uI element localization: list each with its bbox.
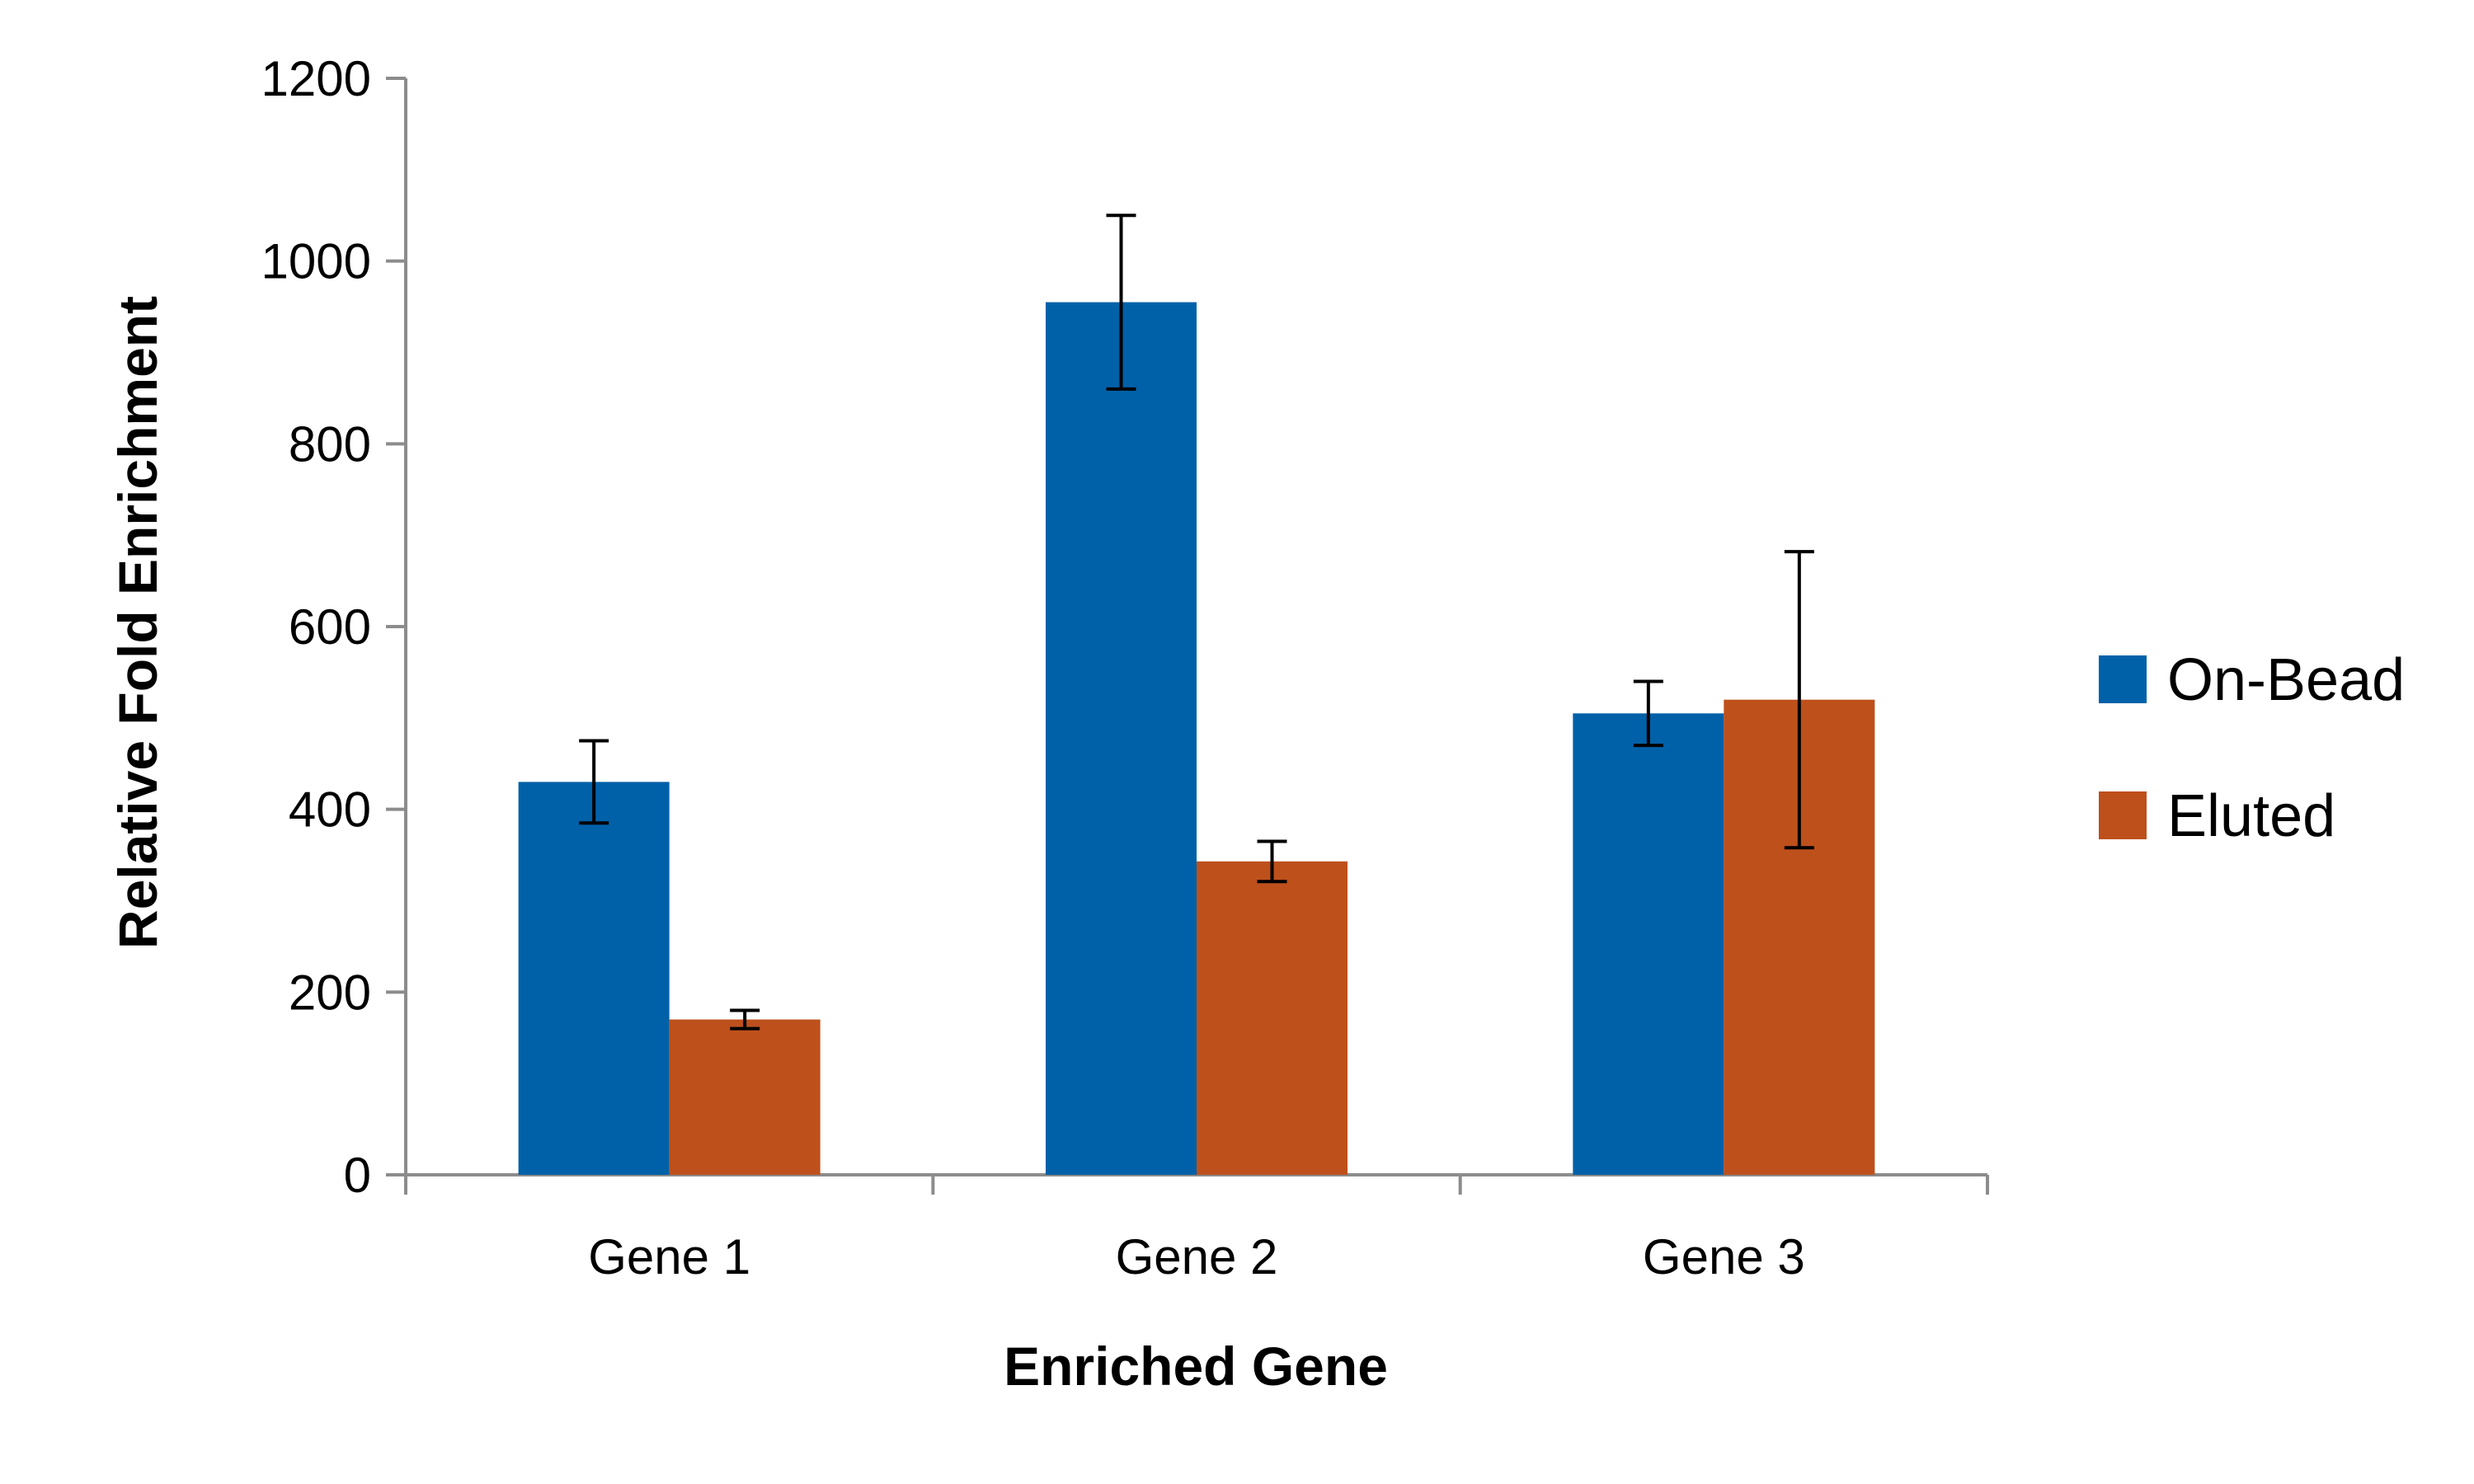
y-tick-label: 400 [289,782,371,838]
error-bars [579,214,1814,1031]
y-tick-label: 800 [289,416,371,472]
bar [1046,302,1197,1176]
legend-label: Eluted [2167,783,2335,849]
x-tick-label: Gene 1 [588,1229,750,1284]
x-axis: Gene 1 Gene 2 Gene 3 [404,1173,1989,1284]
bar [1197,861,1348,1175]
legend-swatch [2099,791,2147,839]
x-tick-label: Gene 2 [1116,1229,1278,1284]
y-tick-label: 1000 [261,234,371,289]
y-tick-label: 1200 [261,51,371,106]
y-tick-label: 600 [289,599,371,655]
legend-swatch [2099,655,2147,703]
y-tick-label: 0 [344,1148,371,1203]
y-axis-title: Relative Fold Enrichment [107,296,168,949]
legend: On-Bead Eluted [2099,647,2405,849]
x-axis-title: Enriched Gene [1004,1336,1388,1397]
bar [518,782,670,1175]
y-tick-label: 200 [289,965,371,1020]
bars [518,302,1875,1176]
x-tick-label: Gene 3 [1643,1229,1805,1284]
bar [669,1019,821,1175]
bar [1573,713,1724,1175]
legend-label: On-Bead [2167,647,2405,713]
y-axis: 0 200 400 600 800 1000 1200 [261,51,407,1203]
